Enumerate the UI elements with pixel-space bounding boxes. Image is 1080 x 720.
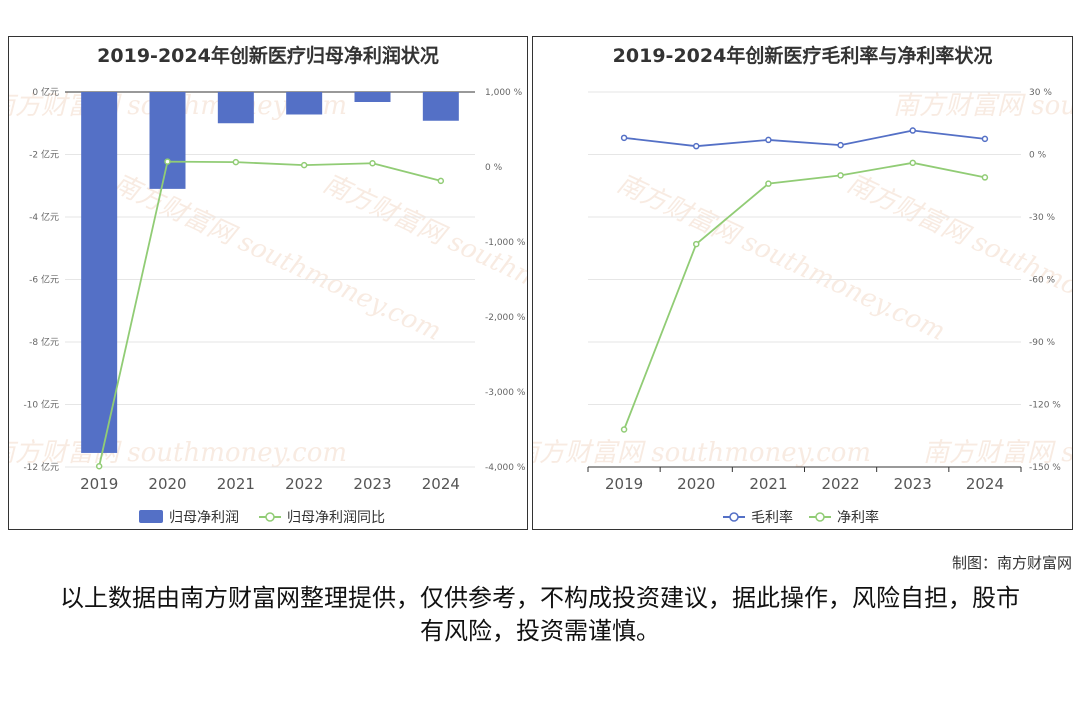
net-margin-point [765, 180, 772, 187]
legend-swatch-bar [139, 510, 163, 523]
disclaimer-text: 以上数据由南方财富网整理提供，仅供参考，不构成投资建议，据此操作，风险自担，股市… [60, 584, 1020, 645]
net-margin-line [623, 161, 986, 430]
x-tick-label: 2020 [677, 475, 715, 493]
margin-chart: 30 % 0 % -30 % -60 % -90 % -120 % -150 % 2019 20… [587, 88, 1061, 526]
net-margin-point [909, 159, 916, 167]
gross-margin-point [620, 134, 628, 142]
bar [422, 92, 459, 121]
gross-margin-point [693, 142, 700, 150]
yoy-point [369, 160, 376, 167]
legend-swatch-marker [815, 512, 825, 522]
y-right-tick-label: -120 % [1029, 401, 1061, 411]
bar [217, 92, 254, 124]
bar [81, 92, 118, 453]
y-right-tick-label: 30 % [1029, 88, 1052, 98]
gross-margin-point [981, 135, 989, 143]
gross-margin-line [623, 129, 986, 148]
bar [149, 92, 186, 189]
y-right-tick-label: 0 % [1029, 151, 1047, 161]
gross-margin-point [765, 136, 772, 144]
chart-title: 2019-2024年创新医疗归母净利润状况 [97, 45, 439, 67]
y-right-tick-label: -150 % [1029, 463, 1061, 473]
net-margin-point [837, 172, 844, 179]
y-right-tick-label: -30 % [1029, 213, 1056, 223]
y-right-tick-label: 1,000 % [485, 88, 523, 98]
net-margin-point [620, 426, 628, 433]
y-right-tick-label: -2,000 % [485, 313, 526, 323]
net-margin-point [981, 174, 989, 181]
y-left-tick-label: -12 亿元 [23, 461, 59, 473]
y-right-tick-label: -3,000 % [485, 388, 526, 398]
legend-label: 归母净利润同比 [287, 509, 385, 526]
x-tick-label: 2022 [821, 475, 859, 493]
yoy-point [95, 463, 103, 470]
y-right-tick-label: -4,000 % [485, 463, 526, 473]
yoy-point [437, 177, 445, 185]
y-left-tick-label: -2 亿元 [29, 149, 59, 161]
y-left-tick-label: -8 亿元 [29, 336, 59, 348]
x-tick-label: 2019 [80, 475, 118, 493]
x-tick-label: 2021 [749, 475, 787, 493]
chart-panel-net-profit: 南方财富网 southmoney.com 南方财富网 southmoney.com… [8, 36, 528, 530]
y-right-tick-label: -1,000 % [485, 238, 526, 248]
bar [286, 92, 323, 115]
y-right-tick-label: -90 % [1029, 338, 1056, 348]
yoy-point [232, 158, 240, 166]
legend-label: 归母净利润 [169, 509, 239, 526]
net-margin-point [693, 240, 700, 248]
x-tick-label: 2023 [353, 475, 391, 493]
x-tick-label: 2023 [894, 475, 932, 493]
y-left-tick-label: -4 亿元 [29, 211, 59, 223]
y-right-tick-label: -60 % [1029, 276, 1056, 286]
yoy-point [300, 161, 308, 169]
y-left-tick-label: 0 亿元 [32, 86, 59, 98]
x-tick-label: 2019 [605, 475, 643, 493]
net-profit-chart: 0 亿元 -2 亿元 -4 亿元 -6 亿元 -8 亿元 -10 亿元 -12 亿元 1,00… [23, 86, 526, 526]
legend-label: 净利率 [837, 509, 879, 526]
yoy-line [98, 160, 442, 467]
chart-credit: 制图：南方财富网 [951, 554, 1072, 572]
legend-swatch-marker [265, 512, 275, 522]
y-right-tick-label: 0 % [485, 163, 503, 173]
x-tick-label: 2024 [966, 475, 1004, 493]
legend-label: 毛利率 [751, 509, 793, 526]
x-tick-label: 2021 [217, 475, 255, 493]
yoy-point [164, 158, 171, 165]
x-tick-label: 2020 [148, 475, 186, 493]
y-left-tick-label: -6 亿元 [29, 274, 59, 286]
x-tick-label: 2022 [285, 475, 323, 493]
chart-title: 2019-2024年创新医疗毛利率与净利率状况 [612, 45, 993, 67]
gross-margin-point [909, 127, 916, 134]
y-left-tick-label: -10 亿元 [23, 399, 59, 411]
bar [354, 92, 391, 102]
legend-swatch-marker [729, 512, 739, 522]
x-tick-label: 2024 [422, 475, 460, 493]
gross-margin-point [837, 141, 844, 149]
